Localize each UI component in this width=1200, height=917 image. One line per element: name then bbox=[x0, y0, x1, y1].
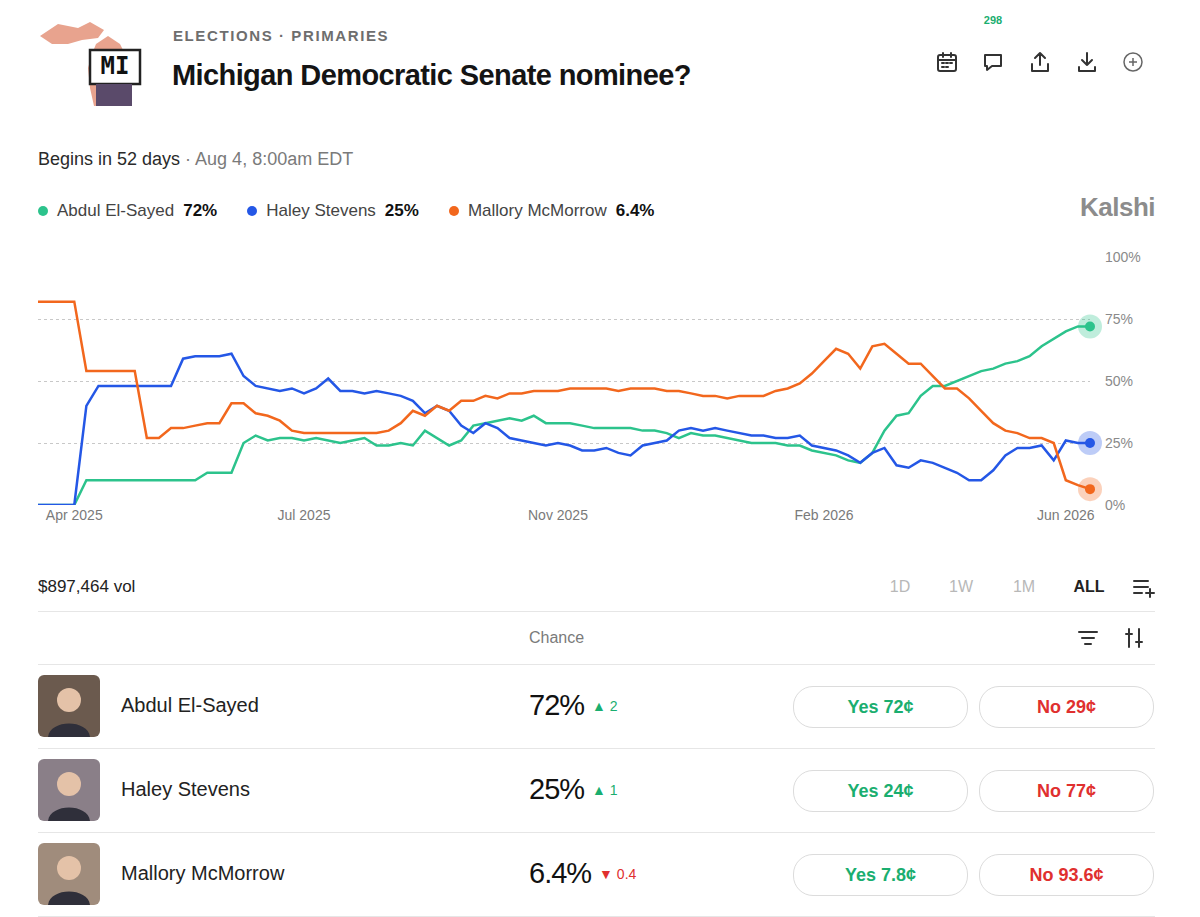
html-text:ELECTIONS · PRIMARIES: ELECTIONS · PRIMARIES bbox=[173, 27, 390, 44]
svg-text:100%: 100% bbox=[1105, 249, 1141, 265]
html-text:Abdul El-Sayed: Abdul El-Sayed bbox=[121, 694, 259, 716]
html-text:25% ▲ 1: 25% ▲ 1 bbox=[529, 773, 618, 805]
html-text:6.4% ▼ 0.4: 6.4% ▼ 0.4 bbox=[529, 857, 637, 889]
html-text:1D: 1D bbox=[889, 578, 911, 595]
svg-text:Nov 2025: Nov 2025 bbox=[528, 507, 588, 523]
svg-text:Apr 2025: Apr 2025 bbox=[46, 507, 103, 523]
html-text:Abdul El-Sayed: Abdul El-Sayed bbox=[57, 201, 175, 220]
html-text:Yes 7.8¢: Yes 7.8¢ bbox=[845, 864, 916, 885]
html-text:Chance: Chance bbox=[529, 629, 585, 646]
html-text:No 29¢: No 29¢ bbox=[1037, 696, 1096, 717]
svg-text:0%: 0% bbox=[1105, 497, 1125, 513]
svg-text:Feb 2026: Feb 2026 bbox=[794, 507, 853, 523]
html-text:298: 298 bbox=[983, 14, 1003, 26]
svg-text:Jun 2026: Jun 2026 bbox=[1037, 507, 1095, 523]
html-text:72%: 72% bbox=[183, 201, 218, 220]
html-text:No 77¢: No 77¢ bbox=[1037, 780, 1096, 801]
html-text:Haley Stevens: Haley Stevens bbox=[266, 201, 376, 220]
html-text:No 93.6¢: No 93.6¢ bbox=[1029, 864, 1104, 885]
svg-text:50%: 50% bbox=[1105, 373, 1133, 389]
html-text:Mallory McMorrow: Mallory McMorrow bbox=[121, 862, 285, 884]
svg-text:75%: 75% bbox=[1105, 311, 1133, 327]
html-text:Haley Stevens: Haley Stevens bbox=[121, 778, 250, 800]
html-text:6.4%: 6.4% bbox=[615, 201, 655, 220]
html-text:Kalshi: Kalshi bbox=[1080, 192, 1155, 222]
html-text:1M: 1M bbox=[1012, 578, 1036, 595]
html-text:MI: MI bbox=[100, 52, 130, 80]
html-text:1W: 1W bbox=[949, 578, 973, 595]
html-text:Michigan Democratic Senate nom: Michigan Democratic Senate nominee? bbox=[172, 59, 691, 91]
html-text:25%: 25% bbox=[384, 201, 419, 220]
html-text:ALL: ALL bbox=[1073, 578, 1105, 595]
html-text:Yes 72¢: Yes 72¢ bbox=[847, 696, 914, 717]
html-text:Mallory McMorrow: Mallory McMorrow bbox=[467, 201, 607, 220]
html-text:Begins in 52 days · Aug 4, 8:0: Begins in 52 days · Aug 4, 8:00am EDT bbox=[38, 149, 354, 169]
svg-text:Jul 2025: Jul 2025 bbox=[278, 507, 331, 523]
html-text:$897,464 vol: $897,464 vol bbox=[38, 577, 136, 596]
html-text:Yes 24¢: Yes 24¢ bbox=[847, 780, 914, 801]
svg-text:25%: 25% bbox=[1105, 435, 1133, 451]
html-text:72% ▲ 2: 72% ▲ 2 bbox=[529, 689, 618, 721]
